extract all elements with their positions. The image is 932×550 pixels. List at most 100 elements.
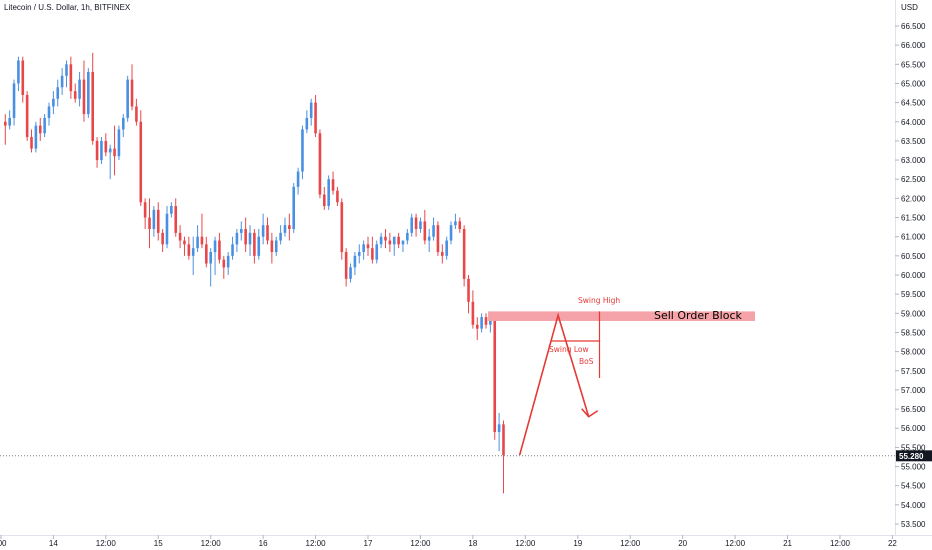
- candle-body: [274, 240, 278, 253]
- candle-body: [353, 255, 357, 268]
- candle-body: [388, 240, 392, 245]
- candle-bullish: [261, 213, 265, 245]
- candle-body: [292, 186, 296, 230]
- candle-bearish: [314, 94, 317, 138]
- price-tick-label: 57.500: [901, 367, 926, 376]
- price-axis: USD 53.500 54.000 54.500 55.000 55.500 56.000 5…: [895, 3, 926, 529]
- candle-body: [279, 232, 282, 241]
- candle-body: [480, 317, 483, 329]
- candle-bullish: [239, 221, 243, 241]
- candle-bullish: [12, 79, 16, 126]
- price-tick-label: 66.000: [901, 41, 926, 50]
- candle-bullish: [52, 91, 55, 115]
- candle-body: [87, 71, 90, 115]
- chart-title: Litecoin / U.S. Dollar, 1h, BITFINEX: [4, 3, 131, 12]
- candle-body: [170, 206, 173, 214]
- time-tick-label: 22: [888, 539, 897, 548]
- candle-bearish: [205, 236, 208, 268]
- candle-bullish: [283, 217, 287, 237]
- candle-body: [126, 79, 129, 118]
- candle-bearish: [323, 186, 326, 210]
- candle-body: [12, 83, 16, 118]
- candle-body: [493, 317, 497, 433]
- candle-body: [248, 232, 252, 245]
- time-tick-label: 16: [259, 539, 268, 548]
- candle-bearish: [30, 129, 33, 153]
- candle-body: [436, 225, 440, 253]
- candle-body: [441, 252, 444, 256]
- candle-body: [4, 121, 7, 126]
- candle-bearish: [471, 290, 475, 329]
- candle-body: [362, 244, 365, 253]
- candle-body: [401, 240, 405, 245]
- candle-bearish: [366, 236, 370, 256]
- swing-high-label: Swing High: [578, 296, 620, 305]
- candle-body: [406, 232, 409, 241]
- price-tick-label: 54.000: [901, 501, 926, 510]
- candle-body: [497, 424, 501, 433]
- candle-bearish: [344, 248, 348, 287]
- candle-body: [344, 252, 348, 279]
- candle-body: [8, 117, 11, 126]
- candle-bullish: [235, 229, 239, 253]
- candle-body: [156, 209, 160, 233]
- time-tick-label: :00: [0, 539, 7, 548]
- candle-bearish: [200, 213, 204, 249]
- candle-body: [121, 117, 125, 130]
- candle-body: [288, 225, 291, 230]
- candle-bearish: [502, 420, 505, 494]
- time-tick-label: 19: [573, 539, 582, 548]
- time-tick-label: 12:00: [620, 539, 641, 548]
- candle-body: [239, 229, 243, 233]
- projection-arrowhead: [581, 408, 599, 418]
- candle-bearish: [148, 198, 151, 249]
- price-tick-label: 64.000: [901, 118, 926, 127]
- candle-bullish: [87, 68, 90, 118]
- candle-body: [100, 140, 103, 161]
- candle-bullish: [100, 137, 103, 164]
- time-tick-label: 17: [364, 539, 373, 548]
- candle-bearish: [135, 98, 138, 126]
- time-tick-label: 21: [783, 539, 792, 548]
- candle-body: [161, 232, 164, 245]
- candle-bullish: [47, 102, 51, 126]
- candle-bearish: [475, 317, 479, 341]
- candle-bullish: [65, 60, 68, 88]
- candle-bearish: [462, 225, 466, 287]
- candle-bullish: [248, 225, 252, 256]
- candle-bearish: [222, 255, 226, 279]
- candle-body: [296, 171, 300, 187]
- candle-bullish: [279, 225, 282, 245]
- time-tick-label: 12:00: [96, 539, 117, 548]
- candle-bullish: [449, 221, 453, 245]
- candle-bullish: [126, 75, 129, 122]
- candle-body: [200, 236, 204, 245]
- candle-body: [78, 79, 81, 99]
- candle-bullish: [257, 229, 261, 260]
- candle-bearish: [21, 56, 25, 103]
- candle-body: [253, 232, 256, 256]
- candle-bullish: [34, 121, 38, 153]
- candle-bullish: [419, 217, 422, 233]
- candle-body: [410, 217, 414, 233]
- candle-body: [60, 75, 64, 88]
- candle-body: [397, 236, 400, 245]
- candle-body: [82, 79, 86, 115]
- candle-body: [56, 87, 60, 99]
- time-tick-label: 18: [468, 539, 477, 548]
- candle-body: [336, 190, 339, 203]
- candle-bearish: [270, 232, 274, 264]
- candle-body: [152, 209, 156, 230]
- candle-bullish: [349, 263, 352, 283]
- candle-bearish: [91, 52, 94, 145]
- candle-bullish: [196, 225, 199, 253]
- candle-bearish: [388, 232, 392, 253]
- candle-body: [414, 217, 418, 230]
- candle-bullish: [56, 79, 60, 107]
- candle-bearish: [384, 229, 387, 249]
- candle-bearish: [288, 213, 291, 241]
- candle-body: [108, 148, 112, 153]
- candle-body: [65, 64, 68, 76]
